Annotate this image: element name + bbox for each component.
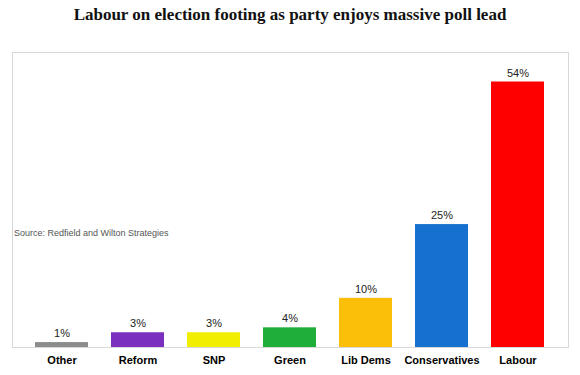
svg-text:10%: 10% (355, 283, 377, 295)
svg-text:SNP: SNP (203, 354, 226, 366)
svg-text:Labour: Labour (499, 354, 537, 366)
html-text:Labour on election footing as: Labour on election footing as party enjo… (73, 5, 507, 24)
svg-text:25%: 25% (431, 209, 453, 221)
svg-text:1%: 1% (54, 327, 70, 339)
svg-text:4%: 4% (282, 312, 298, 324)
svg-text:3%: 3% (130, 317, 146, 329)
svg-text:Reform: Reform (119, 354, 158, 366)
svg-text:Lib Dems: Lib Dems (341, 354, 391, 366)
svg-text:54%: 54% (507, 67, 529, 79)
svg-text:3%: 3% (206, 317, 222, 329)
svg-text:Conservatives: Conservatives (404, 354, 479, 366)
svg-text:Green: Green (274, 354, 306, 366)
svg-text:Other: Other (47, 354, 77, 366)
html-text:Source: Redfield and Wilton St: Source: Redfield and Wilton Strategies (14, 228, 169, 238)
